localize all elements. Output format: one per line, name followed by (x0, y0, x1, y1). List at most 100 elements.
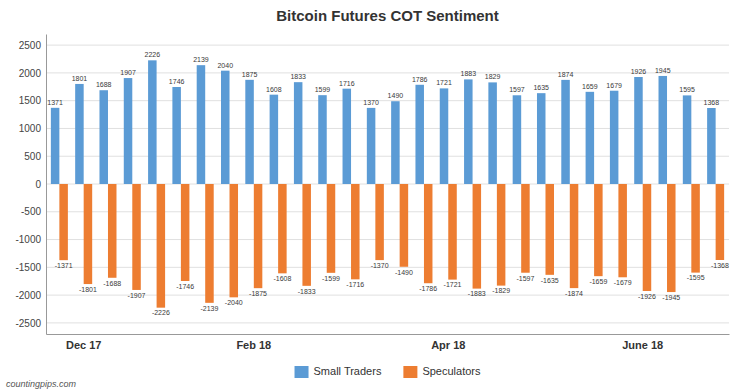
y-tick: 1500 (19, 95, 46, 106)
bar (270, 95, 279, 184)
data-label: 1595 (679, 86, 695, 93)
chart-svg: Bitcoin Futures COT Sentiment13711801168… (0, 0, 743, 392)
y-tick: 2000 (19, 68, 46, 79)
y-tick-label: -1000 (15, 234, 41, 245)
x-tick: Feb 18 (236, 339, 271, 351)
legend-swatch (403, 366, 417, 378)
bar (59, 184, 68, 260)
bar (537, 93, 546, 184)
data-label: -1608 (273, 275, 291, 282)
data-label: -1716 (346, 281, 364, 288)
bar (84, 184, 93, 284)
x-tick: Apr 18 (431, 339, 465, 351)
data-label: -2040 (225, 299, 243, 306)
bar (351, 184, 360, 279)
data-label: -1833 (298, 288, 316, 295)
bar (659, 76, 668, 184)
bar (570, 184, 579, 288)
bar (318, 95, 327, 184)
data-label: 1875 (242, 71, 258, 78)
data-label: -1371 (55, 262, 73, 269)
bar (488, 82, 497, 184)
bar (667, 184, 676, 292)
bar (545, 184, 554, 275)
data-label: -1746 (176, 283, 194, 290)
data-label: 1801 (72, 75, 88, 82)
bar (618, 184, 627, 277)
bar (594, 184, 603, 276)
data-label: 1721 (436, 79, 452, 86)
data-label: 1883 (461, 70, 477, 77)
bar (464, 79, 473, 184)
y-tick-label: 1000 (19, 123, 42, 134)
data-label: 1599 (315, 86, 331, 93)
bar (415, 85, 424, 184)
bar (367, 108, 376, 184)
bars (51, 60, 724, 307)
data-label: -1801 (79, 286, 97, 293)
data-label: 1688 (96, 81, 112, 88)
data-label: 1874 (558, 71, 574, 78)
y-tick: 500 (24, 151, 46, 162)
data-label: 1370 (363, 99, 379, 106)
data-label: 1597 (509, 86, 525, 93)
data-label: -1945 (662, 294, 680, 301)
data-label: 1746 (169, 78, 185, 85)
y-tick: -2500 (15, 318, 46, 329)
data-label: 2040 (217, 62, 233, 69)
y-tick-label: -500 (21, 206, 41, 217)
data-label: -1597 (516, 275, 534, 282)
data-labels: 1371180116881907222617462139204018751608… (47, 51, 729, 316)
x-axis: Dec 17Feb 18Apr 18June 18 (47, 335, 730, 351)
data-label: -1635 (541, 277, 559, 284)
bar (245, 80, 254, 184)
bar (448, 184, 457, 280)
data-label: -1875 (249, 290, 267, 297)
data-label: 1926 (631, 68, 647, 75)
data-label: -1599 (322, 275, 340, 282)
y-tick-label: 500 (24, 151, 41, 162)
data-label: -2139 (201, 305, 219, 312)
bar (683, 95, 692, 184)
bar (610, 91, 619, 184)
y-axis: -2500-2000-1500-1000-5000500100015002000… (15, 35, 46, 335)
grid-line (46, 295, 729, 296)
bar (278, 184, 287, 273)
data-label: -1883 (468, 290, 486, 297)
bar (75, 84, 84, 184)
legend-label: Small Traders (314, 365, 382, 377)
y-tick: 1000 (19, 123, 46, 134)
y-tick-label: -1500 (15, 262, 41, 273)
data-label: 1371 (47, 99, 63, 106)
bar-series (59, 184, 724, 308)
data-label: -1679 (614, 279, 632, 286)
bar (254, 184, 263, 288)
bar (375, 184, 384, 260)
bar-series (51, 60, 716, 184)
bar (716, 184, 725, 260)
y-tick: -500 (21, 206, 46, 217)
data-label: 1833 (290, 73, 306, 80)
data-label: -1370 (371, 262, 389, 269)
bar (561, 80, 570, 184)
bar (99, 90, 108, 184)
legend-swatch (295, 366, 309, 378)
x-tick: June 18 (622, 339, 663, 351)
bar (521, 184, 530, 273)
x-tick-label: Apr 18 (431, 339, 465, 351)
data-label: 2226 (145, 51, 161, 58)
bar (513, 95, 522, 184)
bar (221, 71, 230, 184)
bar (634, 77, 643, 184)
data-label: -1368 (711, 262, 729, 269)
y-tick-label: -2500 (15, 318, 41, 329)
data-label: 1829 (485, 73, 501, 80)
bar (132, 184, 141, 290)
data-label: -1907 (128, 292, 146, 299)
bar (327, 184, 336, 273)
y-tick-label: 0 (35, 179, 41, 190)
legend: Small TradersSpeculators (295, 365, 481, 378)
data-label: -1926 (638, 293, 656, 300)
bar (497, 184, 506, 286)
data-label: 2139 (193, 56, 209, 63)
